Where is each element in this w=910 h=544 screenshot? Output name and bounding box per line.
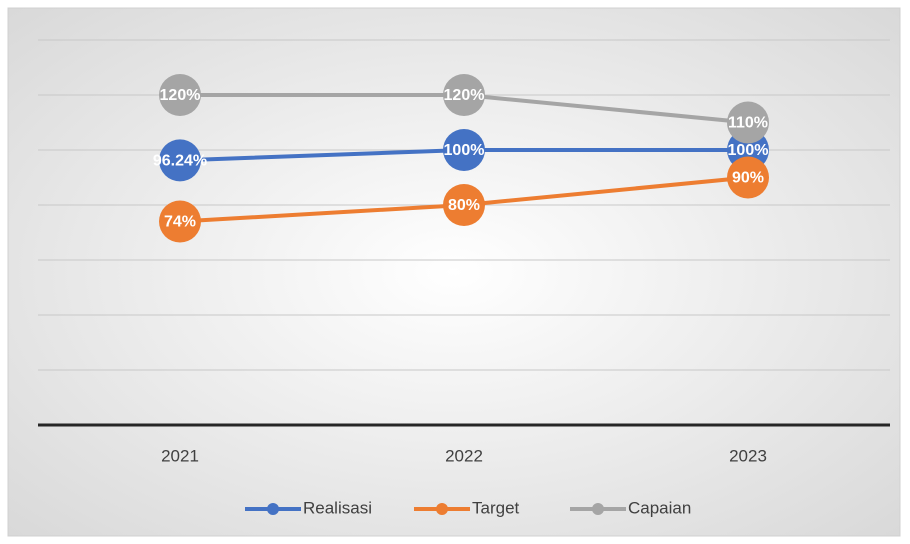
data-label: 90%: [732, 170, 764, 187]
data-label: 74%: [164, 214, 196, 231]
marker: [159, 139, 201, 182]
marker: [727, 156, 769, 199]
legend-marker: [436, 503, 448, 515]
data-label: 120%: [160, 87, 201, 104]
marker: [443, 129, 485, 171]
data-label: 100%: [444, 142, 485, 159]
data-label: 80%: [448, 197, 480, 214]
x-tick-label: 2022: [445, 446, 483, 465]
legend-marker: [267, 503, 279, 515]
legend-marker: [592, 503, 604, 515]
marker: [443, 184, 485, 226]
data-label: 96.24%: [153, 153, 207, 170]
marker: [443, 74, 485, 116]
data-label: 120%: [444, 87, 485, 104]
data-label: 110%: [728, 115, 768, 132]
legend-label: Capaian: [628, 498, 691, 517]
legend-label: Target: [472, 498, 520, 517]
x-tick-label: 2021: [161, 446, 199, 465]
marker: [727, 101, 769, 144]
legend-label: Realisasi: [303, 498, 372, 517]
marker: [159, 74, 201, 116]
marker: [159, 200, 201, 243]
x-tick-label: 2023: [729, 446, 767, 465]
data-label: 100%: [728, 142, 769, 159]
